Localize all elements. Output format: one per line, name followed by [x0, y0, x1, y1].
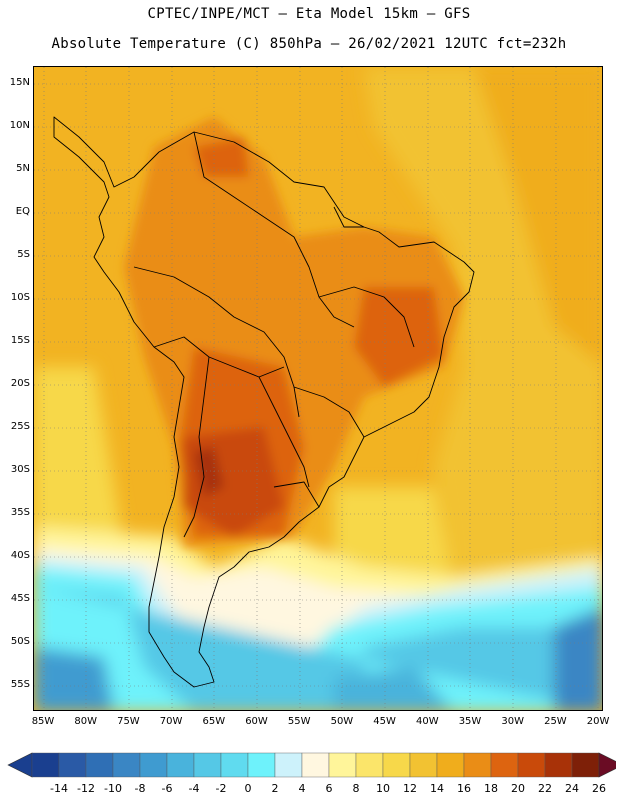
lon-label: 80W — [74, 716, 97, 727]
colorbar-label: 12 — [403, 782, 417, 795]
colorbar-label: -4 — [188, 782, 200, 795]
colorbar-swatch — [139, 752, 168, 778]
lat-label: 55S — [10, 679, 30, 690]
colorbar-min-arrow — [7, 752, 33, 778]
lat-label: 25S — [10, 421, 30, 432]
colorbar-max-arrow — [598, 752, 616, 778]
lon-label: 25W — [544, 716, 567, 727]
colorbar-swatch — [85, 752, 114, 778]
lat-label: 10S — [10, 292, 30, 303]
colorbar-swatch — [463, 752, 492, 778]
lon-label: 30W — [501, 716, 524, 727]
lon-label: 65W — [202, 716, 226, 727]
title-line-1: CPTEC/INPE/MCT – Eta Model 15km – GFS — [147, 6, 471, 22]
colorbar-swatch — [382, 752, 411, 778]
colorbar-swatch — [193, 752, 222, 778]
colorbar-label: -8 — [134, 782, 146, 795]
lat-label: 30S — [10, 464, 30, 475]
lon-label: 35W — [458, 716, 482, 727]
lon-label: 50W — [330, 716, 354, 727]
lon-label: 40W — [415, 716, 439, 727]
colorbar-label: 16 — [457, 782, 471, 795]
temperature-map — [33, 66, 603, 711]
colorbar — [7, 752, 616, 778]
lat-label: 5S — [17, 249, 30, 260]
colorbar-label: 2 — [271, 782, 279, 795]
lat-label: 35S — [10, 507, 30, 518]
colorbar-swatch — [544, 752, 573, 778]
colorbar-label: 18 — [484, 782, 498, 795]
colorbar-label: -14 — [50, 782, 68, 795]
lat-label: 20S — [10, 378, 30, 389]
colorbar-label: -10 — [104, 782, 122, 795]
title-line-2: Absolute Temperature (C) 850hPa – 26/02/… — [51, 36, 567, 52]
colorbar-label: -6 — [161, 782, 173, 795]
colorbar-swatch — [31, 752, 60, 778]
colorbar-swatch — [571, 752, 600, 778]
lon-label: 85W — [31, 716, 55, 727]
lat-label: 50S — [10, 636, 30, 647]
lat-label: 40S — [10, 550, 30, 561]
lat-label: 5N — [16, 163, 30, 174]
colorbar-swatch — [490, 752, 519, 778]
colorbar-label: -2 — [215, 782, 227, 795]
lat-label: 45S — [10, 593, 30, 604]
colorbar-swatch — [247, 752, 276, 778]
lon-label: 55W — [287, 716, 311, 727]
colorbar-label: 0 — [244, 782, 252, 795]
lat-label: EQ — [15, 206, 30, 217]
colorbar-swatch — [409, 752, 438, 778]
colorbar-swatch — [274, 752, 303, 778]
colorbar-swatch — [355, 752, 384, 778]
colorbar-swatch — [220, 752, 249, 778]
continental-heat — [124, 117, 464, 547]
colorbar-label: 26 — [592, 782, 606, 795]
temperature-field — [34, 67, 602, 710]
graticule — [34, 67, 602, 710]
colorbar-swatch — [517, 752, 546, 778]
lat-label: 15N — [9, 77, 30, 88]
coastlines — [53, 116, 475, 688]
colorbar-swatch — [328, 752, 357, 778]
colorbar-swatch — [436, 752, 465, 778]
colorbar-label: 4 — [298, 782, 306, 795]
colorbar-label: 6 — [325, 782, 333, 795]
lon-label: 75W — [117, 716, 140, 727]
colorbar-label: 24 — [565, 782, 579, 795]
colorbar-label: -12 — [77, 782, 95, 795]
lat-label: 15S — [10, 335, 30, 346]
colorbar-swatch — [58, 752, 87, 778]
lon-label: 70W — [159, 716, 183, 727]
lon-label: 20W — [586, 716, 610, 727]
lon-label: 60W — [245, 716, 268, 727]
colorbar-label: 8 — [352, 782, 360, 795]
colorbar-label: 10 — [376, 782, 390, 795]
colorbar-swatch — [112, 752, 141, 778]
colorbar-label: 14 — [430, 782, 444, 795]
colorbar-swatch — [166, 752, 195, 778]
map-svg — [34, 67, 602, 710]
colorbar-swatch — [301, 752, 330, 778]
colorbar-label: 22 — [538, 782, 552, 795]
colorbar-label: 20 — [511, 782, 525, 795]
lon-label: 45W — [373, 716, 396, 727]
lat-label: 10N — [9, 120, 30, 131]
